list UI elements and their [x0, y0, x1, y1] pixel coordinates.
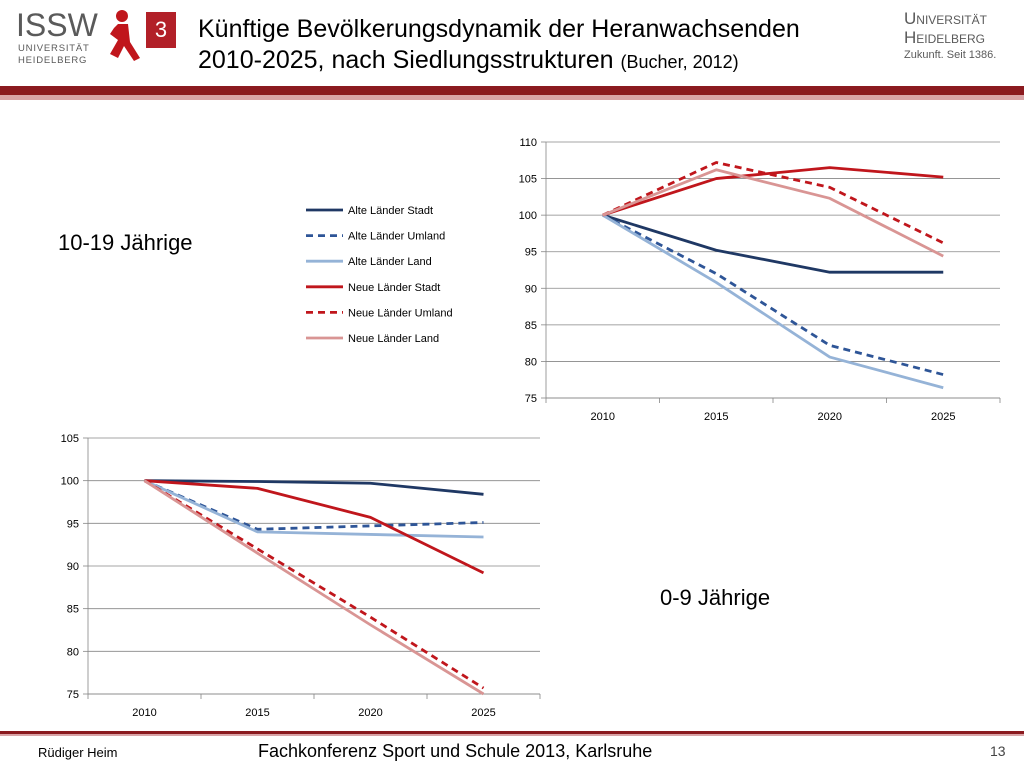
logo-sub-text-1: UNIVERSITÄT	[18, 43, 90, 54]
issw-logo: ISSW UNIVERSITÄT HEIDELBERG	[14, 6, 184, 72]
y-tick-label: 105	[61, 433, 79, 445]
series-line-4	[143, 479, 485, 690]
y-tick-label: 80	[525, 356, 537, 368]
header-divider	[0, 86, 1024, 100]
logo-org-text: ISSW	[16, 7, 99, 43]
x-tick-label: 2020	[358, 707, 382, 719]
legend-label-3: Neue Länder Stadt	[348, 282, 440, 294]
y-tick-label: 85	[67, 604, 79, 616]
slide-number-badge: 3	[146, 12, 176, 48]
y-tick-label: 100	[61, 476, 79, 488]
series-line-4	[602, 161, 944, 245]
series-line-5	[143, 479, 485, 696]
x-tick-label: 2010	[591, 411, 615, 423]
legend-label-1: Alte Länder Umland	[348, 231, 445, 243]
title-line-2: 2010-2025, nach Siedlungsstrukturen	[198, 46, 614, 74]
chart-0-9: 75 80 85 90 95 100 105 2010 2015 2020 2025	[61, 433, 541, 719]
footer-page-number: 13	[990, 743, 1006, 759]
y-tick-label: 75	[67, 689, 79, 701]
x-tick-label: 2020	[818, 411, 842, 423]
bottom-chart-age-label: 0-9 Jährige	[660, 585, 771, 610]
y-tick-label: 95	[525, 247, 537, 259]
university-logo-graphic: Universität Heidelberg Zukunft. Seit 138…	[904, 9, 996, 61]
chart-legend: Alte Länder Stadt Alte Länder Umland Alte …	[306, 205, 453, 345]
series-line-5	[602, 168, 944, 258]
series-line-1	[602, 213, 944, 376]
top-chart-age-label: 10-19 Jährige	[58, 230, 193, 255]
series-line-2	[602, 213, 944, 390]
y-tick-label: 95	[67, 518, 79, 530]
legend-label-4: Neue Länder Umland	[348, 307, 453, 319]
university-logo: Universität Heidelberg Zukunft. Seit 138…	[902, 4, 1018, 66]
legend-label-5: Neue Länder Land	[348, 333, 439, 345]
series-line-3	[602, 166, 944, 217]
x-tick-label: 2010	[132, 707, 156, 719]
x-tick-label: 2015	[245, 707, 269, 719]
y-tick-label: 100	[519, 210, 537, 222]
y-tick-label: 90	[525, 283, 537, 295]
title-citation: (Bucher, 2012)	[620, 52, 739, 72]
footer-author: Rüdiger Heim	[38, 745, 118, 760]
chart-10-19: 75 80 85 90 95 100 105 110 2010 2015 2020 2025	[519, 137, 1001, 423]
series-line-2	[143, 479, 484, 539]
title-line-1: Künftige Bevölkerungsdynamik der Heranwa…	[198, 15, 800, 43]
univ-line-2: Heidelberg	[904, 28, 985, 47]
footer-divider-light	[0, 734, 1024, 736]
y-tick-label: 75	[525, 393, 537, 405]
footer-divider	[0, 731, 1024, 734]
y-tick-label: 110	[519, 137, 537, 149]
univ-line-1: Universität	[904, 9, 988, 28]
legend-label-2: Alte Länder Land	[348, 256, 432, 268]
x-tick-label: 2025	[471, 707, 495, 719]
x-tick-label: 2025	[931, 411, 955, 423]
y-tick-label: 90	[67, 561, 79, 573]
y-tick-label: 105	[519, 174, 537, 186]
series-line-3	[144, 479, 485, 575]
y-tick-label: 80	[67, 646, 79, 658]
univ-tagline: Zukunft. Seit 1386.	[904, 49, 996, 61]
x-tick-label: 2015	[704, 411, 728, 423]
series-line-0	[144, 479, 484, 496]
slide-title: Künftige Bevölkerungsdynamik der Heranwa…	[198, 14, 898, 78]
y-tick-label: 85	[525, 320, 537, 332]
runner-icon	[110, 10, 140, 61]
footer-event: Fachkonferenz Sport und Schule 2013, Kar…	[258, 741, 653, 761]
issw-logo-graphic: ISSW UNIVERSITÄT HEIDELBERG	[16, 7, 140, 66]
legend-label-0: Alte Länder Stadt	[348, 205, 433, 217]
logo-sub-text-2: HEIDELBERG	[18, 55, 87, 66]
series-line-0	[602, 213, 944, 274]
